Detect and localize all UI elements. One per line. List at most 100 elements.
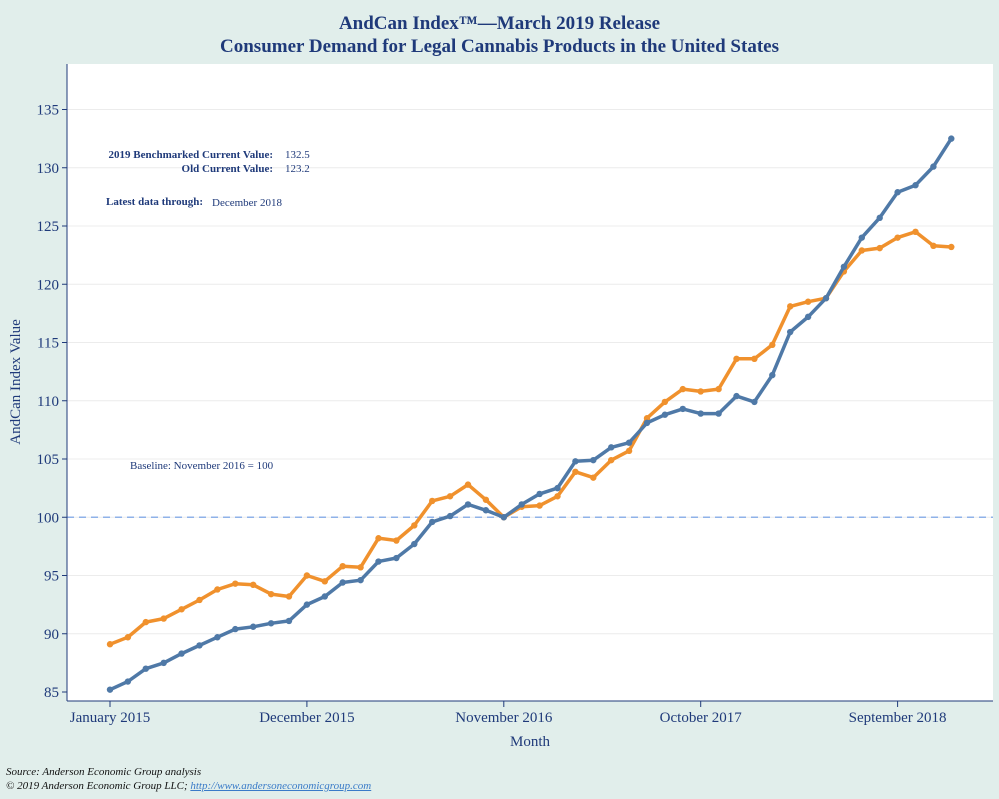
x-tick-label: November 2016 [455, 710, 553, 726]
y-tick-label: 115 [37, 336, 59, 352]
data-point [625, 447, 633, 455]
data-point [554, 493, 561, 500]
data-point [679, 405, 686, 413]
website-link[interactable]: http://www.andersoneconomicgroup.com [190, 780, 372, 792]
data-point [411, 540, 418, 548]
data-point [464, 501, 472, 508]
y-tick-label: 105 [37, 452, 60, 468]
data-point [411, 522, 418, 529]
benchmarked-value-label: 2019 Benchmarked Current Value: [109, 149, 274, 161]
data-point [124, 634, 132, 641]
data-point [536, 502, 543, 509]
benchmarked-value: 132.5 [285, 149, 310, 161]
data-point [930, 163, 937, 170]
data-point [285, 593, 293, 600]
data-point [357, 576, 364, 584]
data-point [232, 625, 239, 633]
data-point [858, 247, 865, 254]
data-point [178, 650, 185, 657]
chart-title-line1: AndCan Index™—March 2019 Release [339, 13, 660, 34]
data-point [608, 456, 615, 464]
data-point [321, 578, 328, 585]
data-point [608, 444, 615, 451]
data-point [160, 659, 167, 667]
data-point [214, 586, 221, 593]
data-point [625, 439, 633, 446]
copyright-note: © 2019 Anderson Economic Group LLC; http… [6, 780, 371, 792]
data-point [196, 596, 203, 604]
data-point [715, 410, 722, 417]
plot-area [67, 64, 993, 701]
data-point [429, 518, 436, 526]
data-point [339, 579, 346, 586]
data-point [733, 355, 740, 363]
data-point [357, 564, 364, 571]
data-point [214, 634, 221, 641]
data-point [679, 385, 686, 393]
data-point [429, 497, 436, 505]
y-tick-label: 95 [44, 569, 59, 585]
data-point [303, 572, 311, 579]
data-point [106, 686, 114, 693]
data-point [232, 580, 239, 587]
data-point [482, 496, 490, 503]
data-point [894, 189, 901, 196]
data-point [250, 623, 257, 630]
data-point [822, 295, 830, 302]
data-point [858, 234, 865, 241]
data-point [948, 135, 955, 142]
data-point [804, 298, 812, 305]
y-tick-label: 130 [37, 161, 60, 177]
y-tick-label: 120 [37, 277, 60, 293]
data-point [572, 458, 579, 465]
data-point [285, 617, 293, 625]
data-point [142, 665, 149, 672]
data-point [643, 415, 651, 422]
data-point [697, 388, 704, 395]
data-point [375, 535, 382, 542]
data-point [930, 242, 937, 250]
data-point [751, 355, 758, 363]
data-point [572, 468, 579, 476]
series-group [106, 135, 955, 693]
data-point [948, 243, 955, 251]
data-point [787, 328, 794, 336]
data-point [536, 490, 543, 498]
y-tick-label: 100 [37, 510, 60, 526]
data-point [160, 615, 167, 622]
data-point [464, 481, 472, 488]
data-point [124, 678, 132, 685]
data-point [661, 411, 669, 418]
data-point [769, 341, 776, 349]
x-ticks: January 2015 December 2015 November 2016 Oc… [70, 701, 947, 726]
data-point [697, 410, 704, 417]
annotation-box: 2019 Benchmarked Current Value: 132.5 Ol… [106, 149, 310, 209]
series-2019-benchmarked [106, 135, 955, 693]
data-point [912, 182, 919, 189]
baseline-label: Baseline: November 2016 = 100 [130, 460, 274, 472]
y-axis-label: AndCan Index Value [8, 319, 24, 445]
chart: AndCan Index™—March 2019 Release Consume… [8, 13, 993, 750]
data-point [178, 606, 185, 613]
data-point [375, 558, 382, 565]
data-point [250, 581, 257, 589]
y-tick-label: 135 [37, 103, 60, 119]
y-tick-label: 110 [37, 394, 59, 410]
old-value: 123.2 [285, 163, 310, 175]
data-point [554, 484, 561, 492]
chart-title-line2: Consumer Demand for Legal Cannabis Produ… [220, 36, 779, 57]
x-tick-label: October 2017 [660, 710, 743, 726]
data-point [196, 642, 203, 649]
data-point [518, 501, 525, 508]
source-note: Source: Anderson Economic Group analysis [6, 766, 202, 778]
data-point [590, 456, 597, 464]
data-point [751, 398, 758, 406]
data-point [590, 474, 597, 481]
data-point [912, 228, 919, 236]
data-point [876, 214, 883, 222]
data-point [339, 562, 346, 570]
latest-data-label: Latest data through: [106, 196, 203, 208]
data-point [142, 618, 149, 626]
data-point [840, 263, 848, 270]
data-point [715, 385, 722, 393]
